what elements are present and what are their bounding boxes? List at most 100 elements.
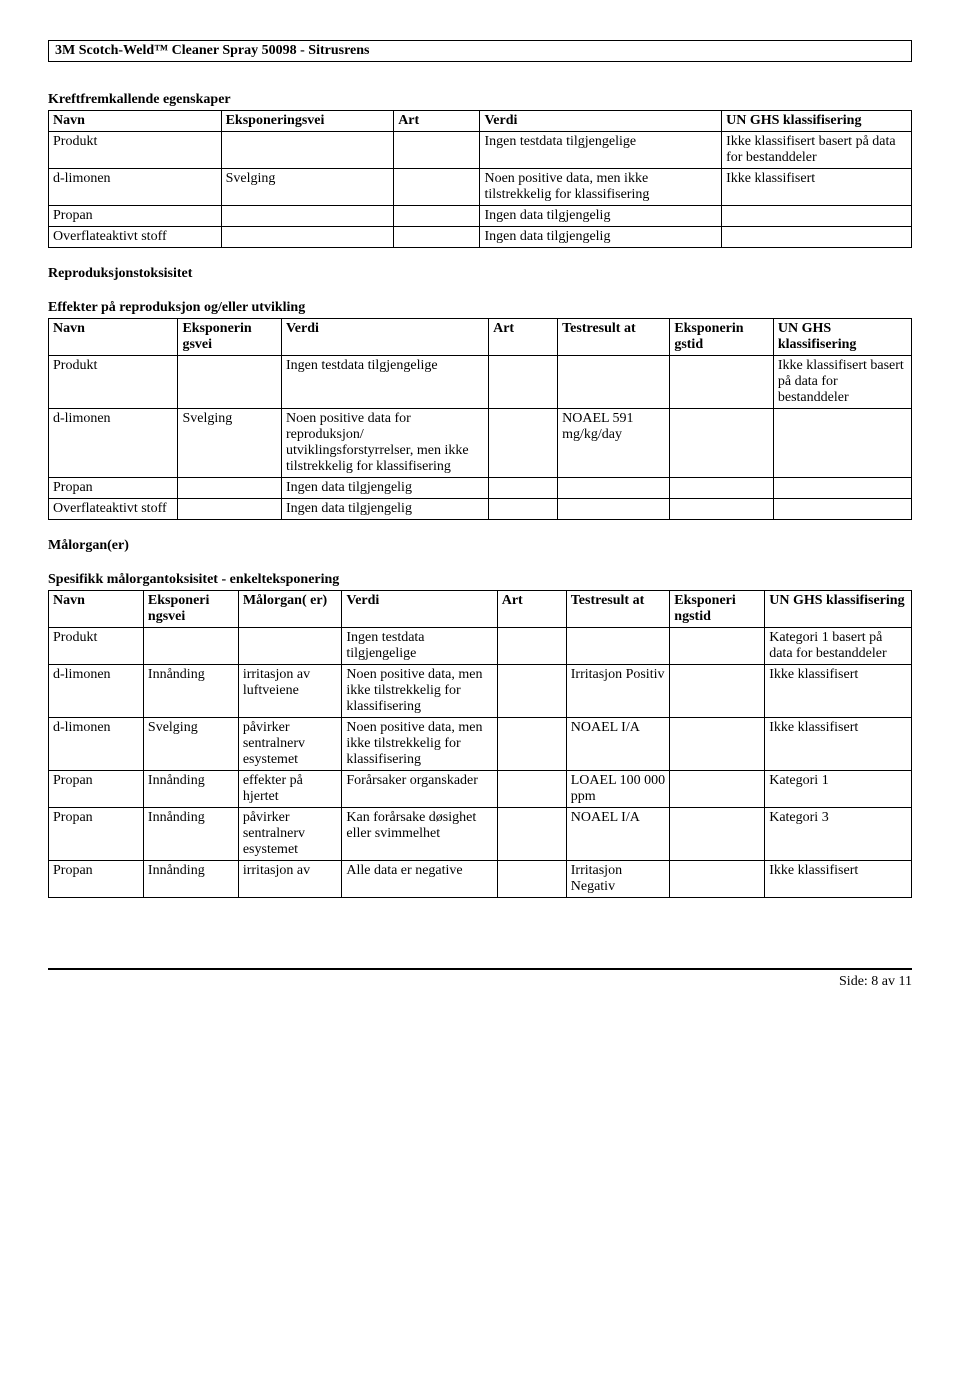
table-cell <box>497 861 566 898</box>
table-row: ProduktIngen testdata tilgjengeligeIkke … <box>49 132 912 169</box>
table-cell: d-limonen <box>49 409 178 478</box>
table-cell: irritasjon av luftveiene <box>238 665 342 718</box>
table-cell <box>489 409 558 478</box>
table-cell: Overflateaktivt stoff <box>49 227 222 248</box>
table-cell: Svelging <box>143 718 238 771</box>
table-cell: Alle data er negative <box>342 861 497 898</box>
table-cell: Svelging <box>178 409 282 478</box>
table-cell: NOAEL 591 mg/kg/day <box>558 409 670 478</box>
table-cell <box>497 771 566 808</box>
table-cell <box>221 206 394 227</box>
table-cell <box>670 808 765 861</box>
table-cell: Ingen data tilgjengelig <box>480 206 722 227</box>
table-cell <box>143 628 238 665</box>
table-cell <box>558 499 670 520</box>
table-cell <box>558 356 670 409</box>
table-header: Navn <box>49 591 144 628</box>
table-header: UN GHS klassifisering <box>773 319 911 356</box>
table-cell: Noen positive data for reproduksjon/ utv… <box>281 409 488 478</box>
table-cell: d-limonen <box>49 718 144 771</box>
table-cell <box>497 628 566 665</box>
table-row: d-limonenInnåndingirritasjon av luftveie… <box>49 665 912 718</box>
table-cell <box>670 499 774 520</box>
table-cell <box>178 356 282 409</box>
table-row: Propan Ingen data tilgjengelig <box>49 206 912 227</box>
table-cell <box>722 227 912 248</box>
table-cell: Ikke klassifisert basert på data for bes… <box>773 356 911 409</box>
table-cell <box>670 861 765 898</box>
section-repro-tox: Reproduksjonstoksisitet <box>48 266 912 282</box>
table-header: Art <box>394 111 480 132</box>
table-cell: Irritasjon Positiv <box>566 665 670 718</box>
table-cell <box>773 499 911 520</box>
table-row: PropanInnåndingeffekter på hjertetForårs… <box>49 771 912 808</box>
table-header: Testresult at <box>558 319 670 356</box>
table-header: Navn <box>49 319 178 356</box>
section-repro-effects: Effekter på reproduksjon og/eller utvikl… <box>48 300 912 316</box>
table-header: Verdi <box>342 591 497 628</box>
table-cell: Svelging <box>221 169 394 206</box>
table-row: Produkt Ingen testdata tilgjengelige Ikke … <box>49 356 912 409</box>
table-cell <box>670 628 765 665</box>
table-cell <box>394 206 480 227</box>
header-title: 3M Scotch-Weld™ Cleaner Spray 50098 - Si… <box>55 43 369 58</box>
table-cell: d-limonen <box>49 665 144 718</box>
table-cell: Produkt <box>49 356 178 409</box>
table-cell: Kategori 1 basert på data for bestanddel… <box>765 628 912 665</box>
document-header: 3M Scotch-Weld™ Cleaner Spray 50098 - Si… <box>48 40 912 62</box>
table-row: d-limonenSvelgingpåvirker sentralnerv es… <box>49 718 912 771</box>
table-cell: Irritasjon Negativ <box>566 861 670 898</box>
table-cell: Ikke klassifisert <box>765 861 912 898</box>
table-cell: Propan <box>49 771 144 808</box>
table-header: UN GHS klassifisering <box>722 111 912 132</box>
table-cell <box>221 227 394 248</box>
table-cell <box>670 478 774 499</box>
table-cell: Kan forårsake døsighet eller svimmelhet <box>342 808 497 861</box>
table-cell <box>489 356 558 409</box>
table-cell: NOAEL I/A <box>566 808 670 861</box>
table-cell: Noen positive data, men ikke tilstrekkel… <box>480 169 722 206</box>
table-cell: Propan <box>49 206 222 227</box>
table-cell: irritasjon av <box>238 861 342 898</box>
table-cell <box>394 227 480 248</box>
table-cell: Noen positive data, men ikke tilstrekkel… <box>342 718 497 771</box>
section-carcinogenic: Kreftfremkallende egenskaper <box>48 92 912 108</box>
table-cell: Produkt <box>49 628 144 665</box>
table-cell: Ingen testdata tilgjengelige <box>281 356 488 409</box>
table-cell: d-limonen <box>49 169 222 206</box>
table-cell: Propan <box>49 478 178 499</box>
table-cell: Ingen testdata tilgjengelige <box>480 132 722 169</box>
table-row: Overflateaktivt stoffIngen data tilgjeng… <box>49 499 912 520</box>
table-cell <box>497 808 566 861</box>
table-cell: Kategori 3 <box>765 808 912 861</box>
table-cell: NOAEL I/A <box>566 718 670 771</box>
table-cell <box>670 356 774 409</box>
table-header: Eksponeri ngstid <box>670 591 765 628</box>
table-cell <box>489 499 558 520</box>
table-cell <box>670 771 765 808</box>
table-header: Målorgan( er) <box>238 591 342 628</box>
table-cell: påvirker sentralnerv esystemet <box>238 718 342 771</box>
table-cell <box>722 206 912 227</box>
table-cell: Produkt <box>49 132 222 169</box>
table-cell <box>773 478 911 499</box>
table-cell <box>238 628 342 665</box>
table-cell: Ikke klassifisert <box>765 718 912 771</box>
page-footer: Side: 8 av 11 <box>48 970 912 990</box>
table-header: UN GHS klassifisering <box>765 591 912 628</box>
table-cell: Propan <box>49 861 144 898</box>
table-header: Eksponerin gsvei <box>178 319 282 356</box>
table-cell: Innånding <box>143 665 238 718</box>
table-row: PropanInnåndingpåvirker sentralnerv esys… <box>49 808 912 861</box>
table-cell <box>670 409 774 478</box>
table-stot: NavnEksponeri ngsveiMålorgan( er)VerdiAr… <box>48 590 912 898</box>
table-cell <box>178 499 282 520</box>
table-cell: påvirker sentralnerv esystemet <box>238 808 342 861</box>
table-cell: Propan <box>49 808 144 861</box>
table-cell <box>566 628 670 665</box>
table-repro: NavnEksponerin gsveiVerdiArtTestresult a… <box>48 318 912 520</box>
table-cell: Innånding <box>143 861 238 898</box>
table-cell: Innånding <box>143 771 238 808</box>
table-row: d-limonenSvelging Noen positive data, men… <box>49 169 912 206</box>
section-target-organ: Målorgan(er) <box>48 538 912 554</box>
